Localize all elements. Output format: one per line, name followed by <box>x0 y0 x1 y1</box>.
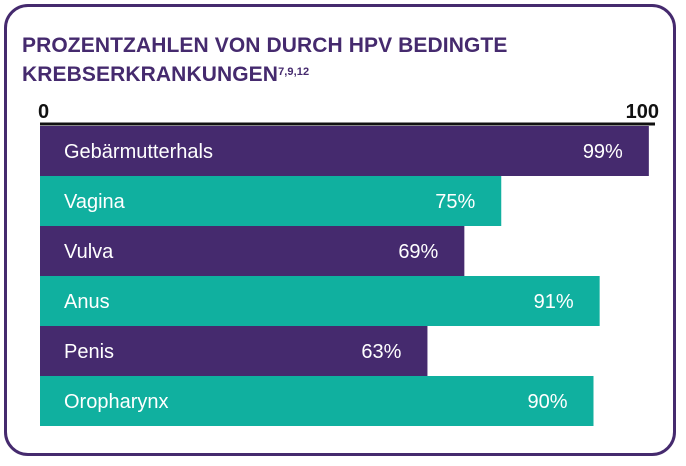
bar <box>40 326 428 376</box>
category-label: Vagina <box>64 191 126 213</box>
category-label: Gebärmutterhals <box>64 141 213 163</box>
value-label: 99% <box>583 141 623 163</box>
chart-title: PROZENTZAHLEN VON DURCH HPV BEDINGTE KRE… <box>22 31 662 89</box>
chart-title-text: PROZENTZAHLEN VON DURCH HPV BEDINGTE KRE… <box>22 34 508 86</box>
x-tick-label: 0 <box>38 101 49 123</box>
bar <box>40 176 502 226</box>
value-label: 91% <box>534 291 574 313</box>
value-label: 69% <box>398 241 438 263</box>
bar <box>40 126 649 176</box>
category-label: Anus <box>64 291 110 313</box>
bar-chart: 0 100 Gebärmutterhals 99% Vagina 75% Vulva 69% A… <box>38 101 659 426</box>
bar <box>40 376 594 426</box>
category-label: Oropharynx <box>64 391 169 413</box>
value-label: 63% <box>361 341 401 363</box>
chart-card: PROZENTZAHLEN VON DURCH HPV BEDINGTE KRE… <box>4 4 676 456</box>
value-label: 90% <box>527 391 567 413</box>
value-label: 75% <box>435 191 475 213</box>
x-tick-label: 100 <box>626 101 659 123</box>
category-label: Penis <box>64 341 114 363</box>
bar <box>40 226 465 276</box>
chart-title-superscript: 7,9,12 <box>278 66 310 78</box>
category-label: Vulva <box>64 241 114 263</box>
bar <box>40 276 600 326</box>
